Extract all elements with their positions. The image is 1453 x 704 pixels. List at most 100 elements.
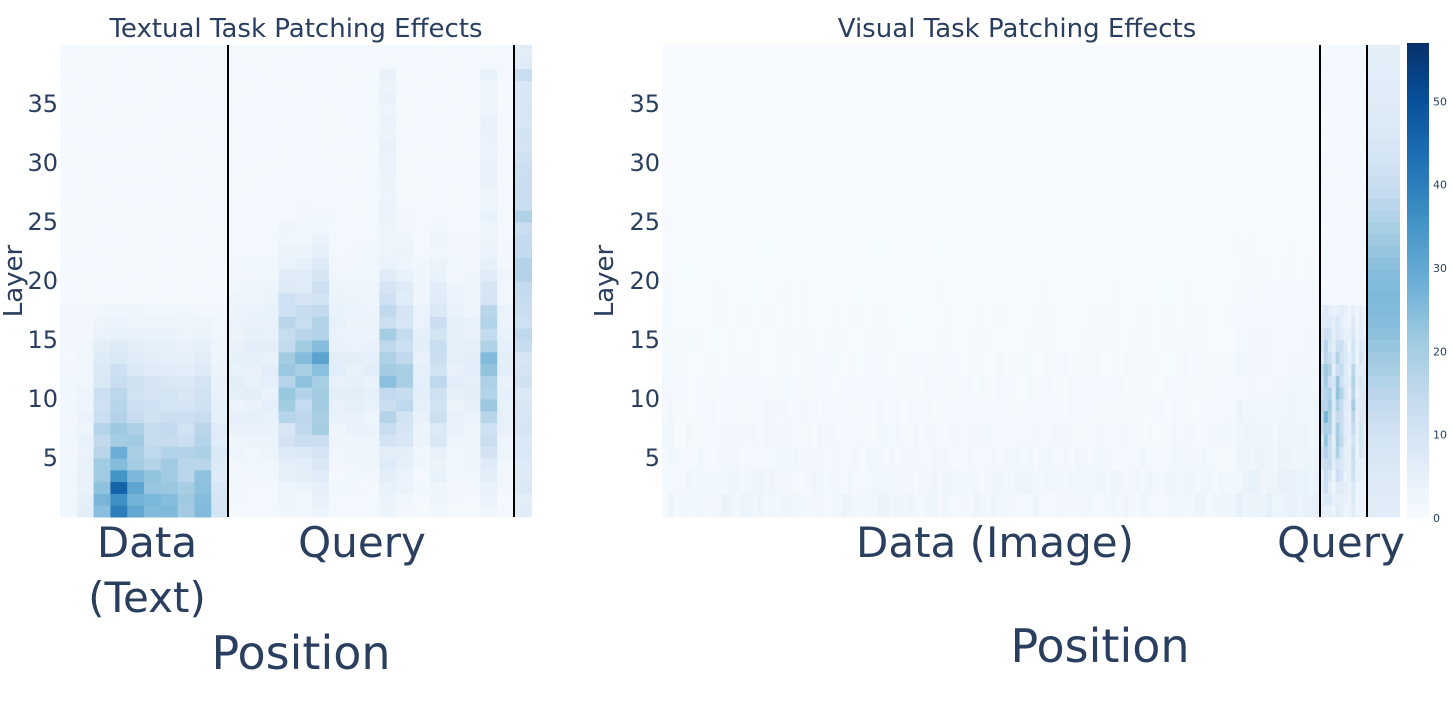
heatmap-cell xyxy=(979,281,986,305)
heatmap-cell xyxy=(379,481,397,494)
heatmap-cell xyxy=(93,434,111,447)
heatmap-cell xyxy=(1188,210,1195,235)
heatmap-cell xyxy=(691,210,699,235)
heatmap-cell xyxy=(1359,422,1364,435)
heatmap-cell xyxy=(1098,281,1105,305)
heatmap-cell xyxy=(261,45,279,58)
heatmap-cell xyxy=(1331,269,1336,282)
heatmap-cell xyxy=(278,351,296,365)
heatmap-cell xyxy=(60,80,78,93)
heatmap-cell xyxy=(295,458,313,471)
heatmap-cell xyxy=(127,316,145,329)
heatmap-cell xyxy=(228,198,246,211)
heatmap-cell xyxy=(177,222,195,235)
heatmap-cell xyxy=(721,210,729,235)
heatmap-cell xyxy=(985,233,992,258)
heatmap-cell xyxy=(757,351,764,376)
heatmap-cell xyxy=(127,328,145,341)
heatmap-cell xyxy=(261,446,279,459)
heatmap-cell xyxy=(679,469,687,494)
heatmap-cell xyxy=(1050,257,1058,282)
heatmap-cell xyxy=(1343,340,1348,353)
heatmap-cell xyxy=(480,233,498,247)
heatmap-cell xyxy=(480,328,498,341)
heatmap-cell xyxy=(1339,434,1344,447)
heatmap-cell xyxy=(979,469,986,494)
heatmap-cell xyxy=(1092,257,1099,282)
heatmap-cell xyxy=(1359,163,1364,176)
heatmap-cell xyxy=(1260,281,1267,305)
heatmap-cell xyxy=(1170,399,1177,423)
heatmap-cell xyxy=(1367,104,1400,117)
heatmap-cell xyxy=(943,446,950,471)
heatmap-cell xyxy=(1347,233,1352,246)
heatmap-cell xyxy=(1331,163,1336,176)
heatmap-cell xyxy=(1266,304,1273,329)
heatmap-cell xyxy=(446,316,465,329)
heatmap-cell xyxy=(312,446,330,459)
heatmap-cell xyxy=(278,281,296,294)
heatmap-cell xyxy=(1020,328,1028,353)
heatmap-cell xyxy=(144,387,162,400)
heatmap-cell xyxy=(931,493,938,518)
heatmap-cell xyxy=(1080,233,1088,258)
heatmap-cell xyxy=(907,233,914,258)
heatmap-cell xyxy=(177,493,195,506)
heatmap-cell xyxy=(799,257,806,282)
heatmap-cell xyxy=(721,493,729,518)
heatmap-cell xyxy=(429,104,448,117)
heatmap-cell xyxy=(1323,446,1329,459)
heatmap-cell xyxy=(295,316,313,329)
heatmap-cell xyxy=(1284,399,1291,423)
heatmap-cell xyxy=(1122,304,1129,329)
heatmap-cell xyxy=(60,186,78,199)
heatmap-cell xyxy=(110,304,128,317)
heatmap-cell xyxy=(859,328,866,353)
heatmap-cell xyxy=(817,375,824,400)
heatmap-cell xyxy=(1284,233,1291,258)
heatmap-cell xyxy=(1367,163,1400,176)
heatmap-cell xyxy=(60,493,78,506)
heatmap-cell xyxy=(1359,80,1364,93)
heatmap-cell xyxy=(985,351,992,376)
heatmap-cell xyxy=(177,410,195,424)
heatmap-cell xyxy=(194,174,212,188)
heatmap-cell xyxy=(93,127,111,140)
heatmap-cell xyxy=(1002,469,1010,494)
heatmap-cell xyxy=(715,469,723,494)
heatmap-cell xyxy=(1164,351,1171,376)
heatmap-cell xyxy=(278,328,296,341)
heatmap-cell xyxy=(967,351,974,376)
heatmap-cell xyxy=(673,328,681,353)
heatmap-cell xyxy=(1290,304,1297,329)
y-tick-label: 5 xyxy=(645,444,660,472)
heatmap-cell xyxy=(865,257,872,282)
heatmap-cell xyxy=(1363,68,1368,81)
heatmap-cell xyxy=(228,127,246,140)
heatmap-cell xyxy=(1327,222,1333,235)
heatmap-cell xyxy=(463,174,481,188)
heatmap-cell xyxy=(93,410,111,424)
heatmap-cell xyxy=(1331,304,1336,317)
heatmap-cell xyxy=(1351,245,1356,258)
heatmap-cell xyxy=(1158,210,1165,235)
heatmap-cell xyxy=(919,469,926,494)
heatmap-cell xyxy=(328,151,347,164)
heatmap-cell xyxy=(739,375,747,400)
heatmap-cell xyxy=(497,292,515,306)
heatmap-cell xyxy=(1008,446,1016,471)
heatmap-cell xyxy=(1327,399,1333,412)
heatmap-cell xyxy=(1351,351,1356,364)
heatmap-cell xyxy=(901,375,908,400)
heatmap-cell xyxy=(1062,422,1070,447)
heatmap-cell xyxy=(769,422,776,447)
heatmap-cell xyxy=(211,458,229,471)
heatmap-cell xyxy=(751,257,759,282)
heatmap-cell xyxy=(1359,104,1364,117)
heatmap-cell xyxy=(799,304,806,329)
heatmap-cell xyxy=(228,481,246,494)
heatmap-cell xyxy=(396,351,414,365)
heatmap-cell xyxy=(829,281,836,305)
heatmap-cell xyxy=(127,163,145,176)
heatmap-cell xyxy=(1327,458,1333,471)
